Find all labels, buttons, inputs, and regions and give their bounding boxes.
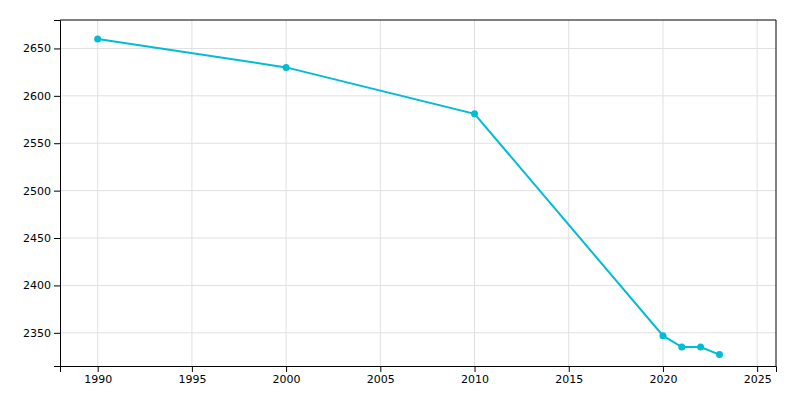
- tick-mark: [54, 333, 60, 334]
- tick-mark: [380, 366, 381, 372]
- tick-mark: [98, 366, 99, 372]
- tick-label: 2005: [367, 373, 395, 386]
- grid-line: [568, 20, 569, 366]
- grid-line: [60, 238, 776, 239]
- tick-mark: [569, 366, 570, 372]
- tick: 2015: [555, 366, 583, 386]
- tick-mark: [54, 238, 60, 239]
- tick: 2000: [273, 366, 301, 386]
- line: [98, 39, 720, 355]
- marks: [94, 35, 723, 358]
- tick: 2005: [367, 366, 395, 386]
- tick: 2500: [23, 185, 60, 198]
- tick-label: 2025: [744, 373, 772, 386]
- point: [697, 344, 704, 351]
- tick: 2350: [23, 327, 60, 340]
- grid-line: [286, 20, 287, 366]
- axis-line: [54, 21, 61, 367]
- point: [283, 64, 290, 71]
- grid: [60, 20, 776, 366]
- grid-line: [60, 332, 776, 333]
- tick-label: 2600: [23, 90, 51, 103]
- tick-mark: [286, 366, 287, 372]
- axis-line: [61, 367, 777, 373]
- grid-line: [380, 20, 381, 366]
- point: [94, 35, 101, 42]
- point: [659, 332, 666, 339]
- tick-label: 2350: [23, 327, 51, 340]
- grid-line: [97, 20, 98, 366]
- grid-line: [191, 20, 192, 366]
- frame-line: [60, 20, 776, 21]
- tick: 2550: [23, 137, 60, 150]
- point: [678, 344, 685, 351]
- tick-label: 1990: [84, 373, 112, 386]
- x-axis: 1990 1995 2000 2005 2010 2015 2020 2025: [61, 366, 777, 386]
- grid-line: [757, 20, 758, 366]
- tick-label: 2020: [649, 373, 677, 386]
- tick: 2020: [649, 366, 677, 386]
- tick-mark: [475, 366, 476, 372]
- tick-label: 2000: [273, 373, 301, 386]
- point: [471, 110, 478, 117]
- point: [716, 351, 723, 358]
- tick-label: 2550: [23, 137, 51, 150]
- tick: 1995: [178, 366, 206, 386]
- tick-mark: [54, 191, 60, 192]
- tick-mark: [757, 366, 758, 372]
- tick-mark: [192, 366, 193, 372]
- tick-label: 2400: [23, 279, 51, 292]
- tick-mark: [54, 143, 60, 144]
- tick: 1990: [84, 366, 112, 386]
- tick: 2010: [461, 366, 489, 386]
- tick: 2400: [23, 279, 60, 292]
- tick: 2450: [23, 232, 60, 245]
- tick-mark: [663, 366, 664, 372]
- tick-mark: [54, 96, 60, 97]
- tick: 2025: [744, 366, 772, 386]
- grid-line: [60, 143, 776, 144]
- tick-label: 2450: [23, 232, 51, 245]
- tick-label: 2500: [23, 185, 51, 198]
- grid-line: [474, 20, 475, 366]
- tick: 2650: [23, 42, 60, 55]
- tick-mark: [54, 48, 60, 49]
- grid-line: [60, 285, 776, 286]
- grid-line: [60, 95, 776, 96]
- grid-line: [60, 190, 776, 191]
- grid-line: [662, 20, 663, 366]
- plot: 1990 1995 2000 2005 2010 2015 2020 2025 2350 2400…: [23, 20, 777, 386]
- tick-label: 2650: [23, 42, 51, 55]
- tick-label: 1995: [178, 373, 206, 386]
- tick: 2600: [23, 90, 60, 103]
- frame-line: [776, 20, 777, 366]
- tick-label: 2010: [461, 373, 489, 386]
- tick-label: 2015: [555, 373, 583, 386]
- y-axis: 2350 2400 2450 2500 2550 2600 2650: [23, 21, 61, 367]
- chart: 1990 1995 2000 2005 2010 2015 2020 2025 2350 2400…: [0, 0, 800, 400]
- tick-mark: [54, 285, 60, 286]
